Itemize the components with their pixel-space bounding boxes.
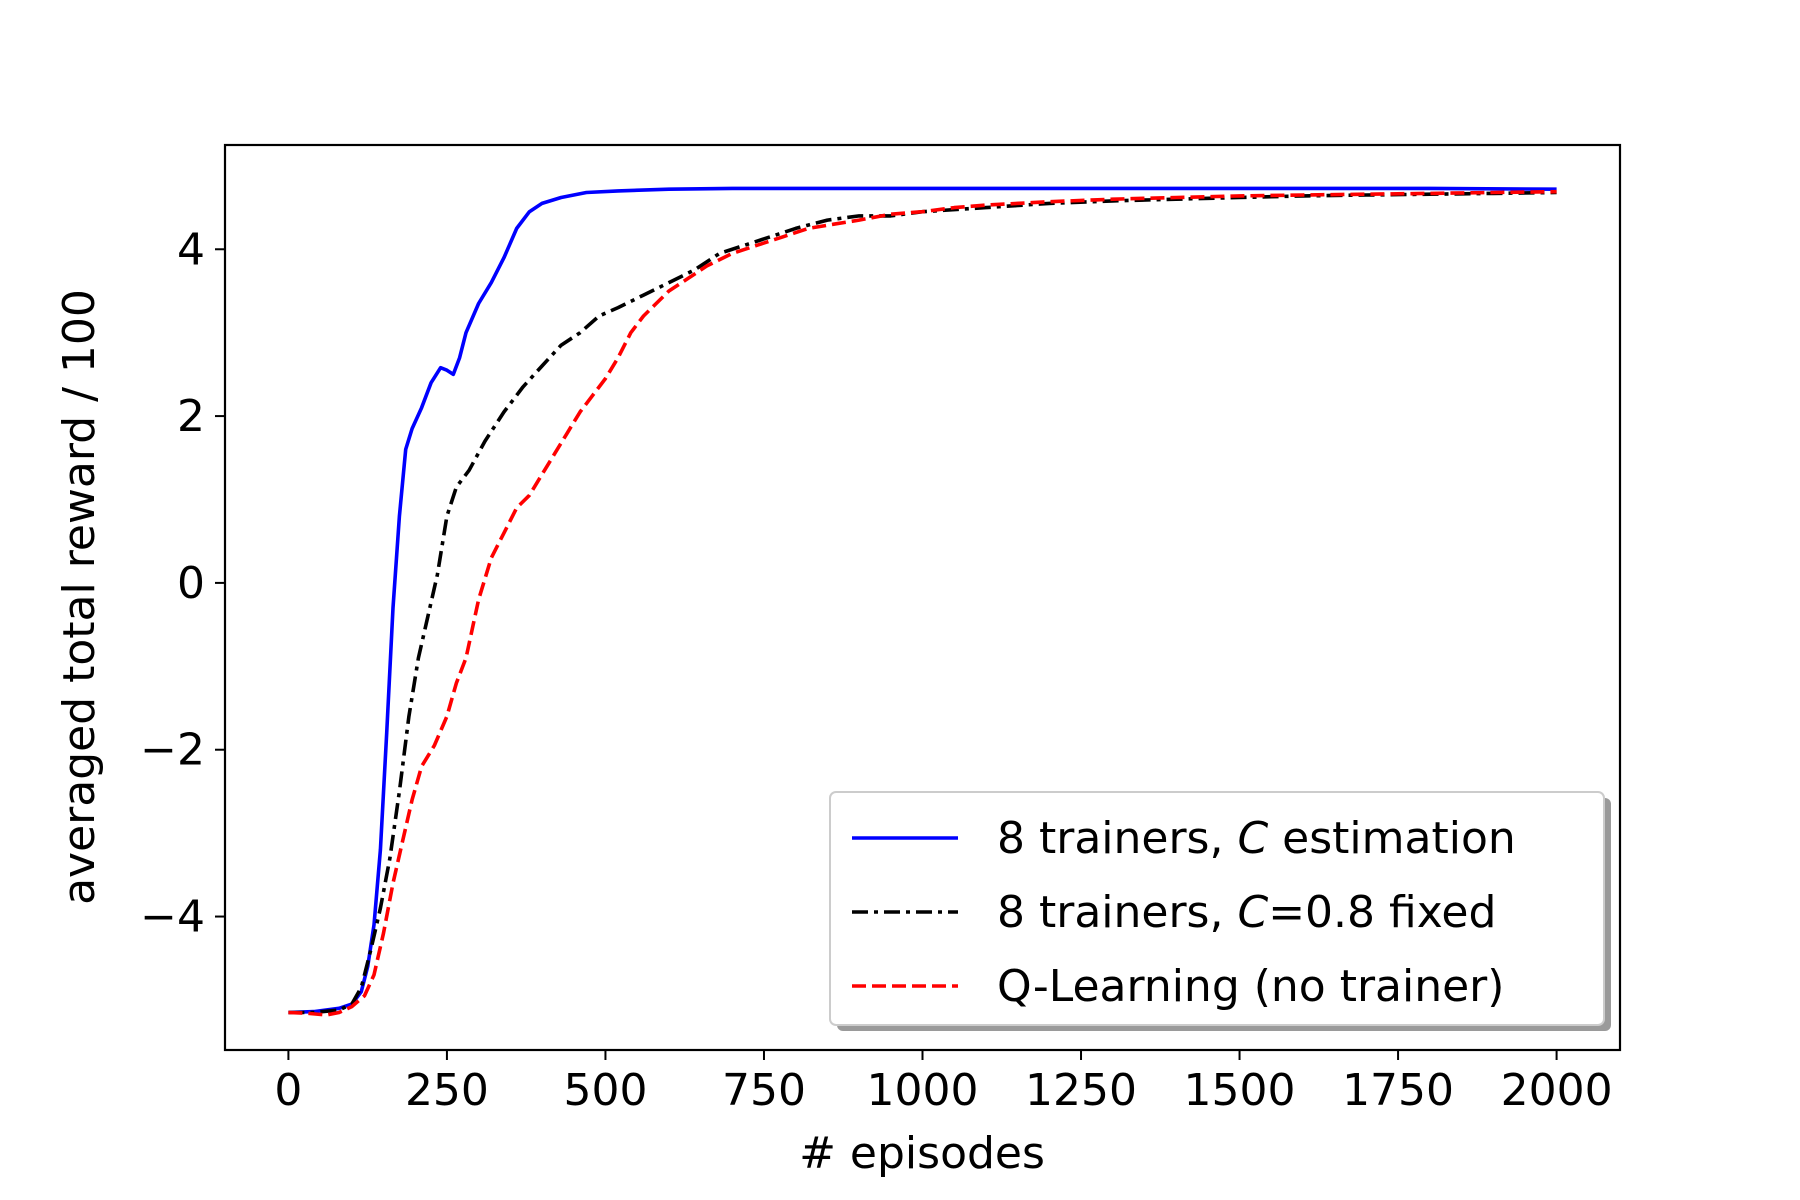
series-line-2 (288, 190, 1557, 1015)
y-tick-label: −2 (140, 725, 205, 776)
legend-label: Q-Learning (no trainer) (997, 961, 1504, 1012)
y-tick-label: −4 (140, 892, 205, 943)
x-tick-label: 1000 (867, 1065, 979, 1116)
x-tick-label: 500 (563, 1065, 647, 1116)
y-axis-title: averaged total reward / 100 (54, 289, 105, 905)
legend-label-prefix: 8 trainers, (997, 813, 1237, 864)
series-layer (288, 186, 1557, 1017)
series-line-3 (288, 189, 1557, 1017)
y-tick-label: 0 (177, 558, 205, 609)
legend-label-variable: C (1237, 887, 1268, 938)
y-tick-label: 4 (177, 224, 205, 275)
y-axis-ticks: −4 −2 0 2 4 (140, 224, 225, 943)
legend-label-suffix: estimation (1268, 813, 1516, 864)
legend-label-suffix: =0.8 fixed (1268, 887, 1496, 938)
legend-label-prefix: Q-Learning (no trainer) (997, 961, 1504, 1012)
x-axis-title: # episodes (799, 1128, 1045, 1179)
x-tick-label: 1500 (1184, 1065, 1296, 1116)
legend-label: 8 trainers, C estimation (997, 813, 1516, 864)
x-axis-ticks: 0 250 500 750 1000 1250 1500 1750 2000 (274, 1050, 1613, 1116)
series-line-1 (288, 186, 1557, 1015)
y-tick-label: 2 (177, 391, 205, 442)
x-tick-label: 250 (405, 1065, 489, 1116)
legend-label-variable: C (1237, 813, 1268, 864)
x-tick-label: 1750 (1342, 1065, 1454, 1116)
legend-label: 8 trainers, C=0.8 fixed (997, 887, 1496, 938)
legend-label-prefix: 8 trainers, (997, 887, 1237, 938)
legend-box (829, 791, 1605, 1026)
x-tick-label: 0 (274, 1065, 302, 1116)
x-tick-label: 750 (722, 1065, 806, 1116)
x-tick-label: 1250 (1025, 1065, 1137, 1116)
x-tick-label: 2000 (1501, 1065, 1613, 1116)
